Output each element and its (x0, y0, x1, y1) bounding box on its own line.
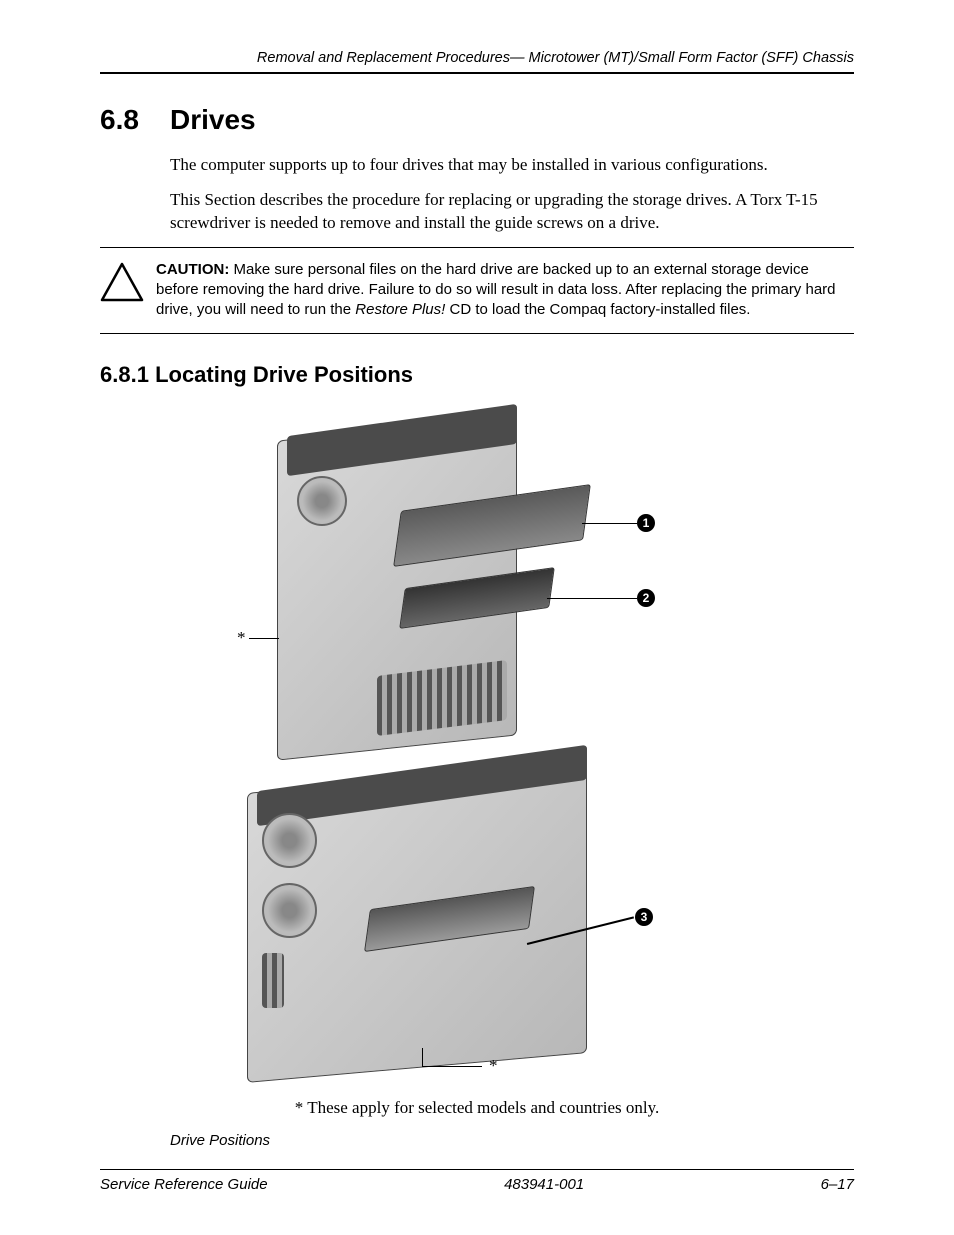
rear-fan-2-icon (262, 883, 317, 938)
callout-3: 3 (635, 908, 653, 926)
star-marker-bottom: * (489, 1056, 498, 1076)
footer-left: Service Reference Guide (100, 1176, 268, 1193)
star-line-bottom-h (422, 1066, 482, 1067)
figure-footnote: * These apply for selected models and co… (100, 1098, 854, 1118)
fan-icon (297, 476, 347, 526)
running-header: Removal and Replacement Procedures— Micr… (100, 50, 854, 74)
caution-triangle-icon (100, 260, 156, 307)
rear-io (262, 953, 284, 1008)
subsection-heading: 6.8.1 Locating Drive Positions (100, 362, 854, 388)
star-marker-top: * (237, 628, 246, 648)
drive-positions-figure: 1 2 * 3 * (227, 408, 727, 1088)
body-paragraph-1: The computer supports up to four drives … (170, 154, 854, 177)
caution-ital: Restore Plus! (355, 301, 445, 318)
callout-line-1 (582, 523, 637, 525)
caution-label: CAUTION: (156, 261, 229, 278)
section-heading: 6.8 Drives (100, 104, 854, 136)
star-line-top (249, 638, 279, 639)
footer-center: 483941-001 (504, 1176, 584, 1193)
figure-caption: Drive Positions (170, 1132, 854, 1149)
caution-text: CAUTION: Make sure personal files on the… (156, 260, 854, 321)
body-paragraph-2: This Section describes the procedure for… (170, 189, 854, 235)
callout-1: 1 (637, 514, 655, 532)
section-title: Drives (170, 104, 256, 136)
rear-fan-1-icon (262, 813, 317, 868)
footer-right: 6–17 (821, 1176, 854, 1193)
page-footer: Service Reference Guide 483941-001 6–17 (100, 1169, 854, 1193)
caution-block: CAUTION: Make sure personal files on the… (100, 247, 854, 334)
callout-line-2 (547, 598, 637, 600)
section-number: 6.8 (100, 104, 170, 136)
subsection-title: Locating Drive Positions (155, 362, 413, 387)
caution-body-2: CD to load the Compaq factory-installed … (445, 301, 750, 318)
callout-2: 2 (637, 589, 655, 607)
star-line-bottom-v (422, 1048, 423, 1066)
subsection-number: 6.8.1 (100, 362, 149, 387)
